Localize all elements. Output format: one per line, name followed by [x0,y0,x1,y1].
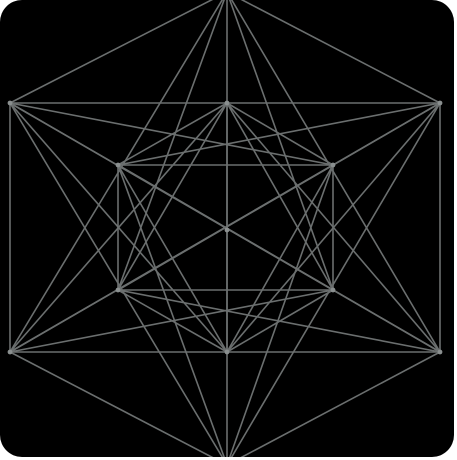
geometry-line [226,102,441,353]
geometry-line [9,102,334,166]
geometry-line [9,102,228,353]
geometry-line [9,351,214,457]
geometry-line [9,164,334,353]
geometry-vertex [224,100,230,106]
geometry-vertex [7,100,13,106]
geometry-vertex [330,162,336,168]
geometry-line [9,0,214,104]
geometry-vertex [115,162,121,168]
geometry-line [117,0,225,291]
geometry-vertex [115,287,121,293]
geometry-vertex [224,349,230,355]
geometry-line [240,351,441,457]
sacred-geometry-lines [9,0,441,457]
geometry-line [117,164,441,353]
geometry-line [117,289,441,353]
sacred-geometry-vertices [7,100,443,355]
geometry-line [228,0,334,291]
geometry-line [228,164,334,457]
geometry-line [240,0,441,104]
geometry-vertex [437,349,443,355]
geometry-line [117,102,441,166]
geometry-line [117,164,225,457]
geometry-vertex [437,100,443,106]
geometry-line [9,289,334,353]
geometry-vertex [7,349,13,355]
geometry-vertex [330,287,336,293]
geometry-vertex [224,227,230,233]
